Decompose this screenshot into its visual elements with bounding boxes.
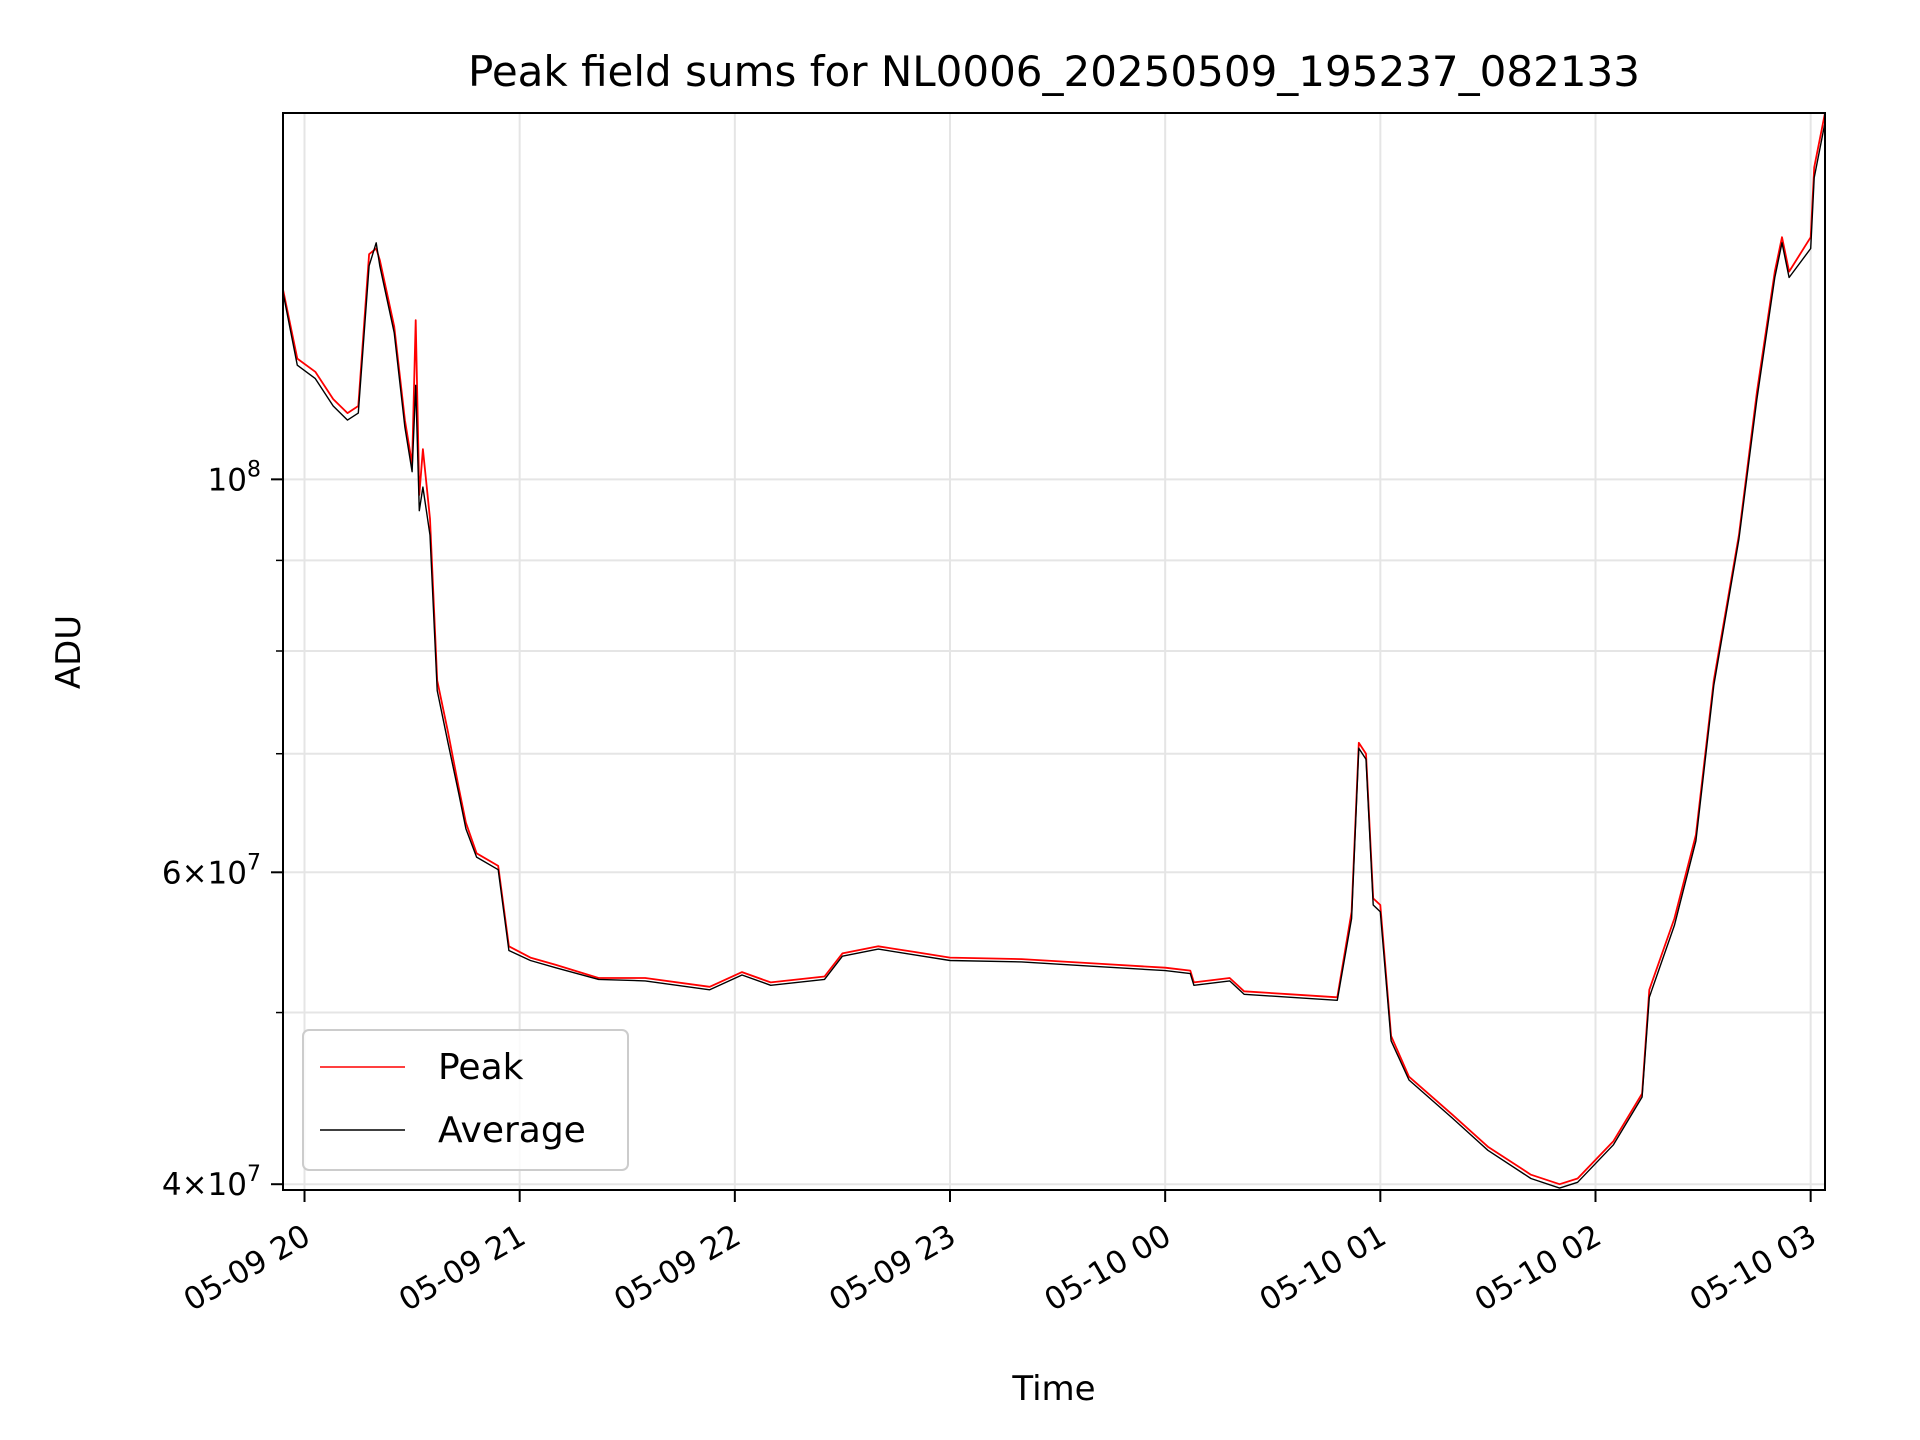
legend-label-peak: Peak	[438, 1047, 524, 1088]
y-tick-label: 108	[208, 457, 261, 498]
x-axis-label: Time	[1011, 1369, 1095, 1409]
grid	[283, 113, 1825, 1190]
y-axis: 108 6×107 4×107	[162, 457, 283, 1203]
legend-box	[302, 1029, 629, 1171]
plot-area	[282, 112, 1826, 1189]
y-tick-label: 6×107	[162, 850, 261, 891]
series-line-average	[282, 122, 1826, 1189]
legend-label-average: Average	[438, 1110, 586, 1151]
y-tick-label: 4×107	[162, 1162, 261, 1203]
legend: Peak Average	[302, 1029, 629, 1171]
chart-title: Peak field sums for NL0006_20250509_1952…	[468, 47, 1640, 96]
y-axis-label: ADU	[49, 615, 89, 689]
